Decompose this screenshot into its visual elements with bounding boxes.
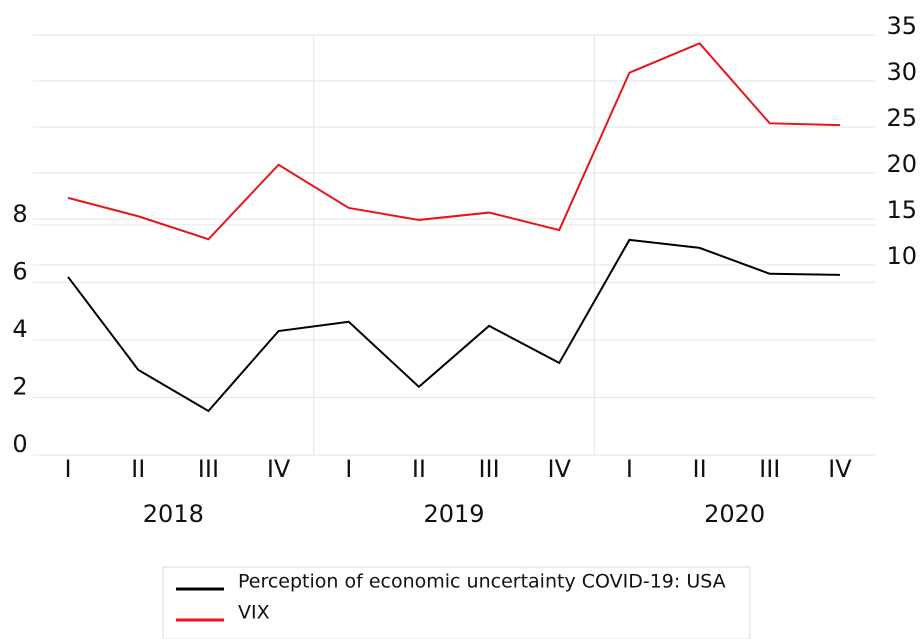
y-tick-label: 4 xyxy=(12,315,27,343)
x-tick-label: III xyxy=(198,455,219,483)
x-tick-label: II xyxy=(693,455,707,483)
legend-box xyxy=(162,566,751,639)
legend-label: VIX xyxy=(238,602,270,624)
y-tick-label: 2 xyxy=(12,372,27,400)
x-tick-label: I xyxy=(65,455,72,483)
y2-tick-label: 10 xyxy=(886,242,917,270)
x-tick-label: III xyxy=(759,455,780,483)
x-tick-label: I xyxy=(626,455,633,483)
y-tick-label: 8 xyxy=(12,200,27,228)
group-label: 2019 xyxy=(423,500,484,528)
y2-tick-label: 30 xyxy=(886,58,917,86)
group-label: 2018 xyxy=(143,500,204,528)
y-tick-label: 6 xyxy=(12,257,27,285)
x-tick-label: II xyxy=(412,455,426,483)
group-label: 2020 xyxy=(704,500,765,528)
x-tick-label: IV xyxy=(828,455,852,483)
y2-tick-label: 25 xyxy=(886,104,917,132)
x-tick-label: I xyxy=(345,455,352,483)
x-tick-label: IV xyxy=(267,455,291,483)
series-line xyxy=(67,238,840,413)
series-line xyxy=(67,42,840,241)
y2-tick-label: 15 xyxy=(886,196,917,224)
legend-label: Perception of economic uncertainty COVID… xyxy=(238,571,726,593)
y2-tick-label: 35 xyxy=(886,12,917,40)
x-tick-label: III xyxy=(478,455,499,483)
y2-tick-label: 20 xyxy=(886,150,917,178)
y-tick-label: 0 xyxy=(12,430,27,458)
x-tick-label: IV xyxy=(548,455,572,483)
x-tick-label: II xyxy=(131,455,145,483)
